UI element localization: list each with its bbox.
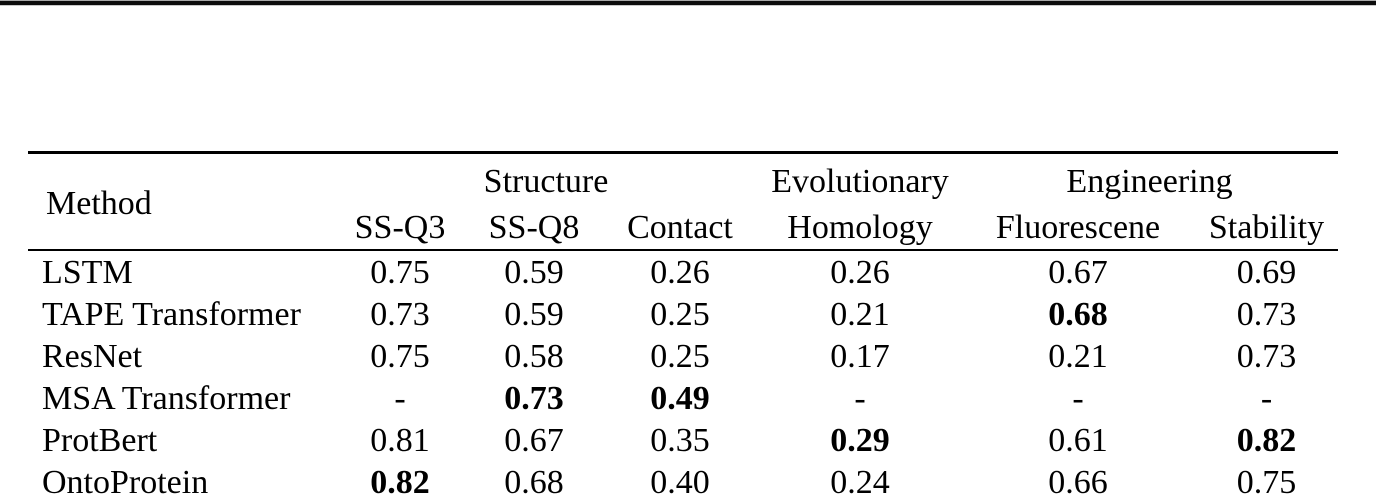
header-group-row: Method Structure Evolutionary Engineerin… (28, 153, 1338, 220)
value-cell: - (1260, 380, 1273, 417)
method-cell: OntoProtein (42, 464, 209, 496)
value-cell: 0.75 (370, 338, 430, 375)
value-cell: 0.61 (1048, 422, 1108, 459)
value-cell: 0.69 (1236, 254, 1297, 291)
value-cell: 0.26 (650, 254, 710, 291)
method-cell: LSTM (42, 254, 133, 291)
table-row-msa-transformer: MSA Transformer - 0.73 0.49 - - - (28, 377, 1338, 419)
value-cell: 0.40 (650, 464, 710, 496)
table-row-resnet: ResNet 0.75 0.58 0.25 0.17 0.21 0.73 (28, 335, 1338, 377)
value-cell: 0.24 (830, 464, 890, 496)
column-header-contact: Contact (627, 208, 733, 246)
results-table: Method Structure Evolutionary Engineerin… (28, 151, 1339, 496)
value-cell: 0.82 (1236, 422, 1297, 459)
header-sub-row: SS-Q3 SS-Q8 Contact Homology Fluorescene… (28, 206, 1338, 250)
value-cell: 0.73 (1236, 296, 1297, 333)
value-cell: 0.21 (830, 296, 890, 333)
value-cell: 0.35 (650, 422, 710, 459)
value-cell: 0.59 (504, 296, 564, 333)
value-cell: 0.73 (504, 380, 564, 417)
column-header-method: Method (46, 184, 152, 222)
group-header-evolutionary: Evolutionary (771, 163, 949, 200)
value-cell: 0.68 (1048, 296, 1108, 333)
value-cell: 0.67 (1048, 254, 1108, 291)
value-cell: 0.67 (504, 422, 564, 459)
table-row-lstm: LSTM 0.75 0.59 0.26 0.26 0.67 0.69 (28, 250, 1338, 293)
column-header-ssq8: SS-Q8 (488, 208, 580, 246)
value-cell: 0.81 (370, 422, 430, 459)
value-cell: 0.26 (830, 254, 890, 291)
group-header-engineering: Engineering (1066, 163, 1233, 200)
value-cell: 0.29 (830, 422, 890, 459)
column-header-fluorescene: Fluorescene (995, 208, 1161, 246)
value-cell: 0.17 (830, 338, 890, 375)
value-cell: 0.21 (1048, 338, 1108, 375)
table-body: LSTM 0.75 0.59 0.26 0.26 0.67 0.69 TAPE … (28, 250, 1338, 496)
column-header-ssq3: SS-Q3 (354, 208, 446, 246)
value-cell: 0.73 (1236, 338, 1297, 375)
value-cell: 0.25 (650, 296, 710, 333)
value-cell: 0.75 (370, 254, 430, 291)
value-cell: 0.82 (370, 464, 430, 496)
value-cell: - (1072, 380, 1084, 417)
table-row-protbert: ProtBert 0.81 0.67 0.35 0.29 0.61 0.82 (28, 419, 1338, 461)
value-cell: - (394, 380, 406, 417)
page-top-rule (0, 0, 1376, 7)
table-row-ontoprotein: OntoProtein 0.82 0.68 0.40 0.24 0.66 0.7… (28, 461, 1338, 496)
value-cell: 0.25 (650, 338, 710, 375)
method-cell: ProtBert (42, 422, 158, 459)
value-cell: 0.73 (370, 296, 430, 333)
value-cell: 0.59 (504, 254, 564, 291)
method-cell: ResNet (42, 338, 143, 375)
group-header-structure: Structure (483, 163, 609, 200)
value-cell: 0.75 (1236, 464, 1297, 496)
table-header: Method Structure Evolutionary Engineerin… (28, 153, 1339, 250)
value-cell: 0.49 (650, 380, 710, 417)
column-header-homology: Homology (787, 208, 933, 246)
value-cell: 0.68 (504, 464, 564, 496)
value-cell: - (854, 380, 866, 417)
table-row-tape-transformer: TAPE Transformer 0.73 0.59 0.25 0.21 0.6… (28, 293, 1338, 335)
method-cell: MSA Transformer (42, 380, 291, 417)
method-cell: TAPE Transformer (42, 296, 301, 333)
value-cell: 0.66 (1048, 464, 1108, 496)
column-header-stability: Stability (1208, 208, 1325, 246)
value-cell: 0.58 (504, 338, 564, 375)
